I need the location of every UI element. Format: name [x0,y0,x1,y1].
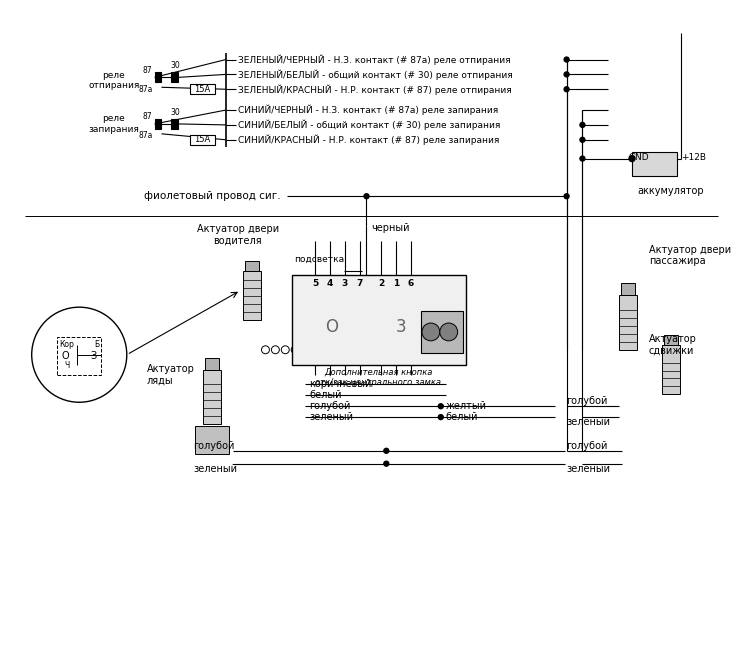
Text: О: О [62,351,69,361]
Text: Актуатор
сдвижки: Актуатор сдвижки [649,334,697,356]
Text: СИНИЙ/БЕЛЫЙ - общий контакт (# 30) реле запирания: СИНИЙ/БЕЛЫЙ - общий контакт (# 30) реле … [238,120,500,130]
Circle shape [564,57,569,62]
Circle shape [438,404,443,409]
Circle shape [291,346,299,354]
Circle shape [440,323,458,341]
Bar [619,295,637,350]
Bar [292,276,466,365]
Circle shape [262,346,269,354]
Text: аккумулятор: аккумулятор [637,187,704,196]
Bar [190,135,215,145]
Text: голубой: голубой [566,441,608,451]
Circle shape [384,462,388,466]
Text: Кор: Кор [59,340,74,349]
Text: 3: 3 [341,279,348,288]
Text: фиолетовый провод сиг.: фиолетовый провод сиг. [144,191,280,202]
Bar [171,72,178,83]
Bar [195,426,229,454]
Bar [243,270,260,320]
Bar [171,119,178,129]
Text: Актуатор двери
водителя: Актуатор двери водителя [196,224,279,246]
Text: +12В: +12В [682,153,706,162]
Text: Актуатор
ляды: Актуатор ляды [146,364,194,385]
Text: реле
запирания: реле запирания [88,114,140,134]
Text: зеленый: зеленый [309,412,353,422]
Bar [632,151,676,176]
Text: СИНИЙ/ЧЕРНЫЙ - Н.З. контакт (# 87а) реле запирания: СИНИЙ/ЧЕРНЫЙ - Н.З. контакт (# 87а) реле… [238,105,498,115]
Text: 1: 1 [393,279,399,288]
Bar [664,335,677,344]
Circle shape [564,194,569,199]
Text: Актуатор двери
пассажира: Актуатор двери пассажира [649,245,731,266]
Text: 87а: 87а [138,131,152,140]
Text: 3: 3 [396,318,406,336]
Text: Дополнительная кнопка
отк/зак центрального замка: Дополнительная кнопка отк/зак центрально… [316,368,442,387]
Text: 15А: 15А [194,135,210,144]
Text: белый: белый [446,412,478,422]
Text: голубой: голубой [309,401,350,411]
Circle shape [272,346,279,354]
Bar [203,370,221,424]
Text: зеленый: зеленый [194,463,237,474]
Text: голубой: голубой [566,396,608,406]
Text: подсветка: подсветка [294,255,344,264]
Bar [662,344,680,395]
Circle shape [281,346,290,354]
Text: 87: 87 [143,112,152,122]
Circle shape [629,155,635,162]
Text: Б: Б [94,340,99,349]
Bar [621,283,635,295]
Text: 30: 30 [170,62,180,70]
Text: 15А: 15А [194,84,210,94]
Text: СИНИЙ/КРАСНЫЙ - Н.Р. контакт (# 87) реле запирания: СИНИЙ/КРАСНЫЙ - Н.Р. контакт (# 87) реле… [238,135,499,145]
Text: 2: 2 [378,279,385,288]
Bar [244,261,259,270]
Text: 87: 87 [143,66,152,75]
Text: желтый: желтый [446,401,487,411]
Circle shape [564,72,569,77]
Text: коричневый: коричневый [309,380,371,389]
Bar [154,72,161,83]
Bar [190,84,215,94]
Text: голубой: голубой [194,441,235,451]
Text: GND: GND [629,153,650,162]
Circle shape [564,87,569,92]
Text: реле
отпирания: реле отпирания [88,71,140,90]
Text: Ч: Ч [64,361,70,370]
Circle shape [580,122,585,127]
Circle shape [301,346,309,354]
Bar [205,358,219,370]
Text: черный: черный [371,223,410,233]
Circle shape [438,415,443,420]
Circle shape [32,307,127,402]
Circle shape [580,156,585,161]
Text: З: З [91,351,97,361]
Text: 5: 5 [312,279,318,288]
Text: ЗЕЛЕНЫЙ/КРАСНЫЙ - Н.Р. контакт (# 87) реле отпирания: ЗЕЛЕНЫЙ/КРАСНЫЙ - Н.Р. контакт (# 87) ре… [238,84,512,94]
Circle shape [384,448,388,453]
Text: 4: 4 [327,279,333,288]
Text: ЗЕЛЕНЫЙ/ЧЕРНЫЙ - Н.З. контакт (# 87а) реле отпирания: ЗЕЛЕНЫЙ/ЧЕРНЫЙ - Н.З. контакт (# 87а) ре… [238,55,510,65]
Text: O: O [326,318,338,336]
Text: 6: 6 [408,279,414,288]
Text: 87а: 87а [138,84,152,94]
Bar [154,119,161,129]
Bar [58,337,101,374]
Text: 7: 7 [356,279,363,288]
Circle shape [580,137,585,142]
Text: зеленый: зеленый [566,463,610,474]
Bar [421,311,463,353]
Circle shape [422,323,439,341]
Text: 30: 30 [170,108,180,117]
Text: зеленый: зеленый [566,417,610,427]
Text: белый: белый [309,391,341,400]
Circle shape [364,194,369,199]
Text: ЗЕЛЕНЫЙ/БЕЛЫЙ - общий контакт (# 30) реле отпирания: ЗЕЛЕНЫЙ/БЕЛЫЙ - общий контакт (# 30) рел… [238,69,512,80]
